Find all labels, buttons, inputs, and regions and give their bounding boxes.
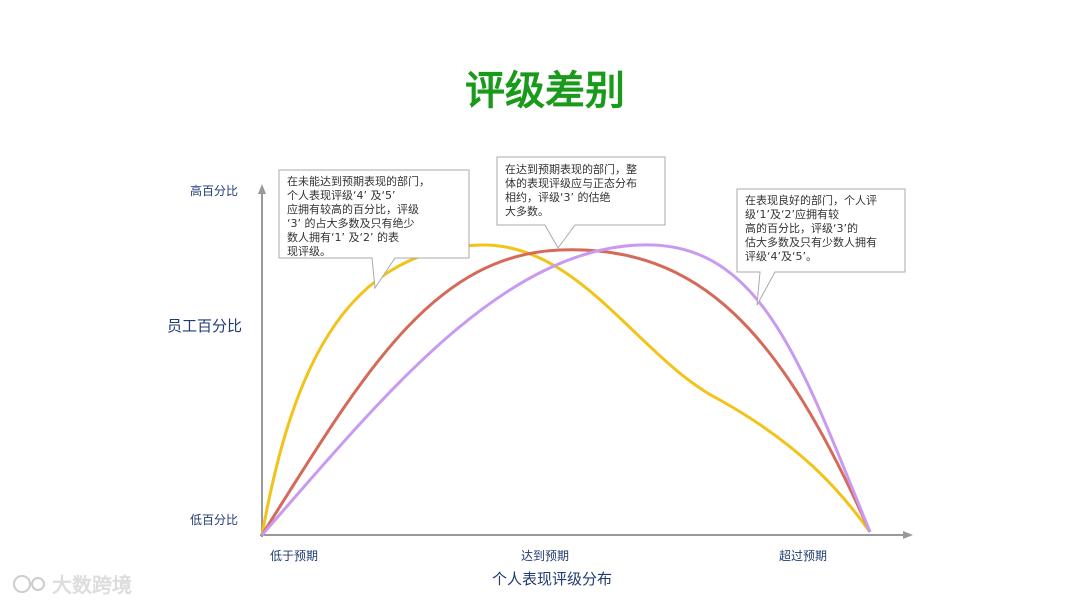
curve-yellow bbox=[260, 243, 872, 536]
watermark: 大数跨境 bbox=[52, 573, 132, 597]
callout-line: 相约，评级‘3’ 的估绝 bbox=[505, 190, 611, 204]
logo-mark bbox=[13, 575, 31, 593]
y-axis-title: 员工百分比 bbox=[167, 317, 242, 335]
curve-purple bbox=[260, 243, 872, 536]
callout-line: ‘3’ 的占大多数及只有绝少 bbox=[287, 216, 415, 230]
callout-box bbox=[496, 156, 666, 249]
callout-line: 高的百分比，评级‘3’的 bbox=[745, 221, 858, 235]
callout-box bbox=[736, 188, 906, 306]
callout-line: 级‘1’及‘2’应拥有较 bbox=[745, 207, 839, 221]
y-high-label: 高百分比 bbox=[190, 183, 238, 198]
callout-line: 体的表现评级应与正态分布 bbox=[505, 176, 637, 190]
x-axis-title: 个人表现评级分布 bbox=[492, 570, 612, 588]
callout-box bbox=[278, 169, 470, 290]
x-category: 超过预期 bbox=[779, 548, 827, 563]
y-low-label: 低百分比 bbox=[190, 513, 238, 527]
callout-line: 在表现良好的部门，个人评 bbox=[745, 193, 877, 207]
logo: 大数跨境 bbox=[13, 573, 132, 597]
callout-line: 个人表现评级‘4’ 及‘5’ bbox=[287, 188, 395, 202]
x-category: 低于预期 bbox=[270, 549, 318, 563]
callout-line: 应拥有较高的百分比，评级 bbox=[287, 202, 419, 216]
callout-line: 大多数。 bbox=[505, 204, 549, 218]
title: 评级差别 bbox=[465, 68, 625, 114]
curve-red bbox=[260, 248, 872, 536]
x-category: 达到预期 bbox=[521, 549, 569, 563]
x-arrow bbox=[903, 531, 913, 539]
callout-line: 在达到预期表现的部门，整 bbox=[505, 162, 637, 176]
callout-line: 数人拥有‘1’ 及‘2’ 的表 bbox=[287, 230, 399, 244]
callout-line: 评级‘4’及‘5’。 bbox=[745, 250, 817, 263]
callout-line: 现评级。 bbox=[287, 245, 331, 258]
y-arrow bbox=[258, 184, 266, 194]
callout-line: 在未能达到预期表现的部门， bbox=[287, 174, 430, 188]
callout-line: 估大多数及只有少数人拥有 bbox=[745, 235, 877, 249]
logo-mark bbox=[31, 577, 45, 591]
